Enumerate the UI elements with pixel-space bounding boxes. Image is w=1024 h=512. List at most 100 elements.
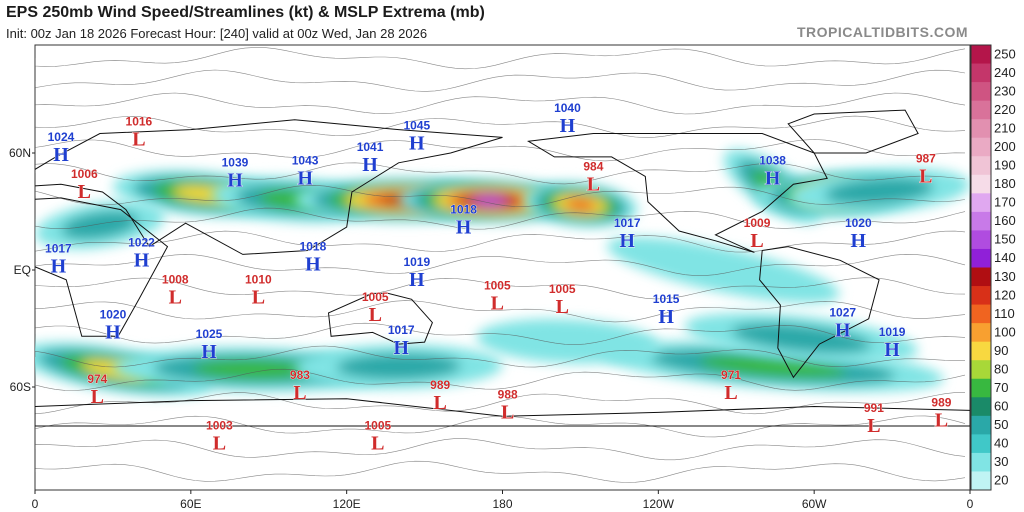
pressure-value: 983 [290, 368, 310, 382]
colorbar-swatch [971, 286, 991, 306]
pressure-value: 1039 [222, 155, 249, 169]
streamline [35, 460, 966, 483]
colorbar-tick-label: 60 [994, 399, 1008, 414]
pressure-value: 1020 [845, 216, 872, 230]
longitude-label: 120E [333, 497, 361, 511]
pressure-value: 1017 [614, 216, 641, 230]
pressure-value: 1022 [128, 235, 155, 249]
pressure-value: 1008 [162, 272, 189, 286]
pressure-value: 1019 [879, 325, 906, 339]
colorbar-tick-label: 230 [994, 83, 1016, 98]
colorbar-swatch [971, 471, 991, 491]
colorbar-swatch [971, 156, 991, 176]
jet-core [684, 313, 918, 364]
pressure-value: 971 [721, 368, 741, 382]
colorbar-swatch [971, 45, 991, 65]
colorbar-swatch [971, 230, 991, 250]
pressure-value: 1018 [450, 202, 477, 216]
low-letter: L [213, 433, 226, 455]
pressure-value: 984 [583, 159, 603, 173]
colorbar-tick-label: 120 [994, 287, 1016, 302]
colorbar-tick-label: 160 [994, 213, 1016, 228]
pressure-value: 1015 [653, 292, 680, 306]
colorbar-tick-label: 170 [994, 195, 1016, 210]
high-letter: H [305, 253, 321, 275]
low-letter: L [91, 386, 104, 408]
high-letter: H [393, 337, 409, 359]
colorbar-tick-label: 80 [994, 361, 1008, 376]
pressure-value: 988 [498, 388, 518, 402]
high-letter: H [409, 269, 425, 291]
colorbar-tick-label: 20 [994, 473, 1008, 488]
jet-contour [731, 323, 872, 354]
jet-core [476, 318, 659, 364]
low-letter: L [252, 286, 265, 308]
longitude-label: 180 [492, 497, 512, 511]
colorbar-frame [970, 44, 992, 491]
high-letter: H [884, 339, 900, 361]
colorbar-tick-label: 190 [994, 158, 1016, 173]
streamline [35, 139, 966, 162]
continent-outline [759, 246, 880, 379]
pressure-value: 1038 [759, 154, 786, 168]
low-letter: L [369, 304, 382, 326]
high-letter: H [619, 230, 635, 252]
low-letter: L [750, 230, 763, 252]
colorbar-swatch [971, 63, 991, 83]
jet-contour [824, 177, 934, 205]
pressure-value: 1016 [126, 115, 153, 129]
low-letter: L [501, 402, 514, 424]
brand-logo-text[interactable]: TROPICALTIDBITS.COM [796, 24, 968, 40]
jet-core [788, 168, 970, 214]
pressure-value: 1009 [744, 216, 771, 230]
jet-core [606, 237, 840, 303]
pressure-value: 1005 [549, 282, 576, 296]
colorbar-tick-label: 100 [994, 324, 1016, 339]
streamline [35, 415, 966, 438]
streamline [35, 230, 966, 253]
high-letter: H [456, 216, 472, 238]
colorbar-swatch [971, 267, 991, 287]
high-letter: H [851, 230, 867, 252]
low-letter: L [491, 292, 504, 314]
colorbar-swatch [971, 248, 991, 268]
high-letter: H [201, 341, 217, 363]
colorbar-tick-label: 210 [994, 120, 1016, 135]
pressure-value: 1018 [300, 239, 327, 253]
low-letter: L [587, 173, 600, 195]
pressure-value: 1005 [362, 290, 389, 304]
streamline [35, 162, 966, 185]
continent-outline [35, 197, 169, 337]
continent-outline [787, 109, 919, 154]
jet-contour [336, 353, 461, 380]
high-letter: H [134, 249, 150, 271]
colorbar-tick-label: 150 [994, 232, 1016, 247]
colorbar-tick-label: 50 [994, 417, 1008, 432]
pressure-value: 991 [864, 401, 884, 415]
high-letter: H [835, 320, 851, 342]
colorbar-swatch [971, 397, 991, 417]
colorbar-tick-label: 30 [994, 454, 1008, 469]
colorbar-tick-label: 70 [994, 380, 1008, 395]
low-letter: L [78, 181, 91, 203]
pressure-value: 1003 [206, 419, 233, 433]
pressure-value: 1017 [45, 241, 72, 255]
